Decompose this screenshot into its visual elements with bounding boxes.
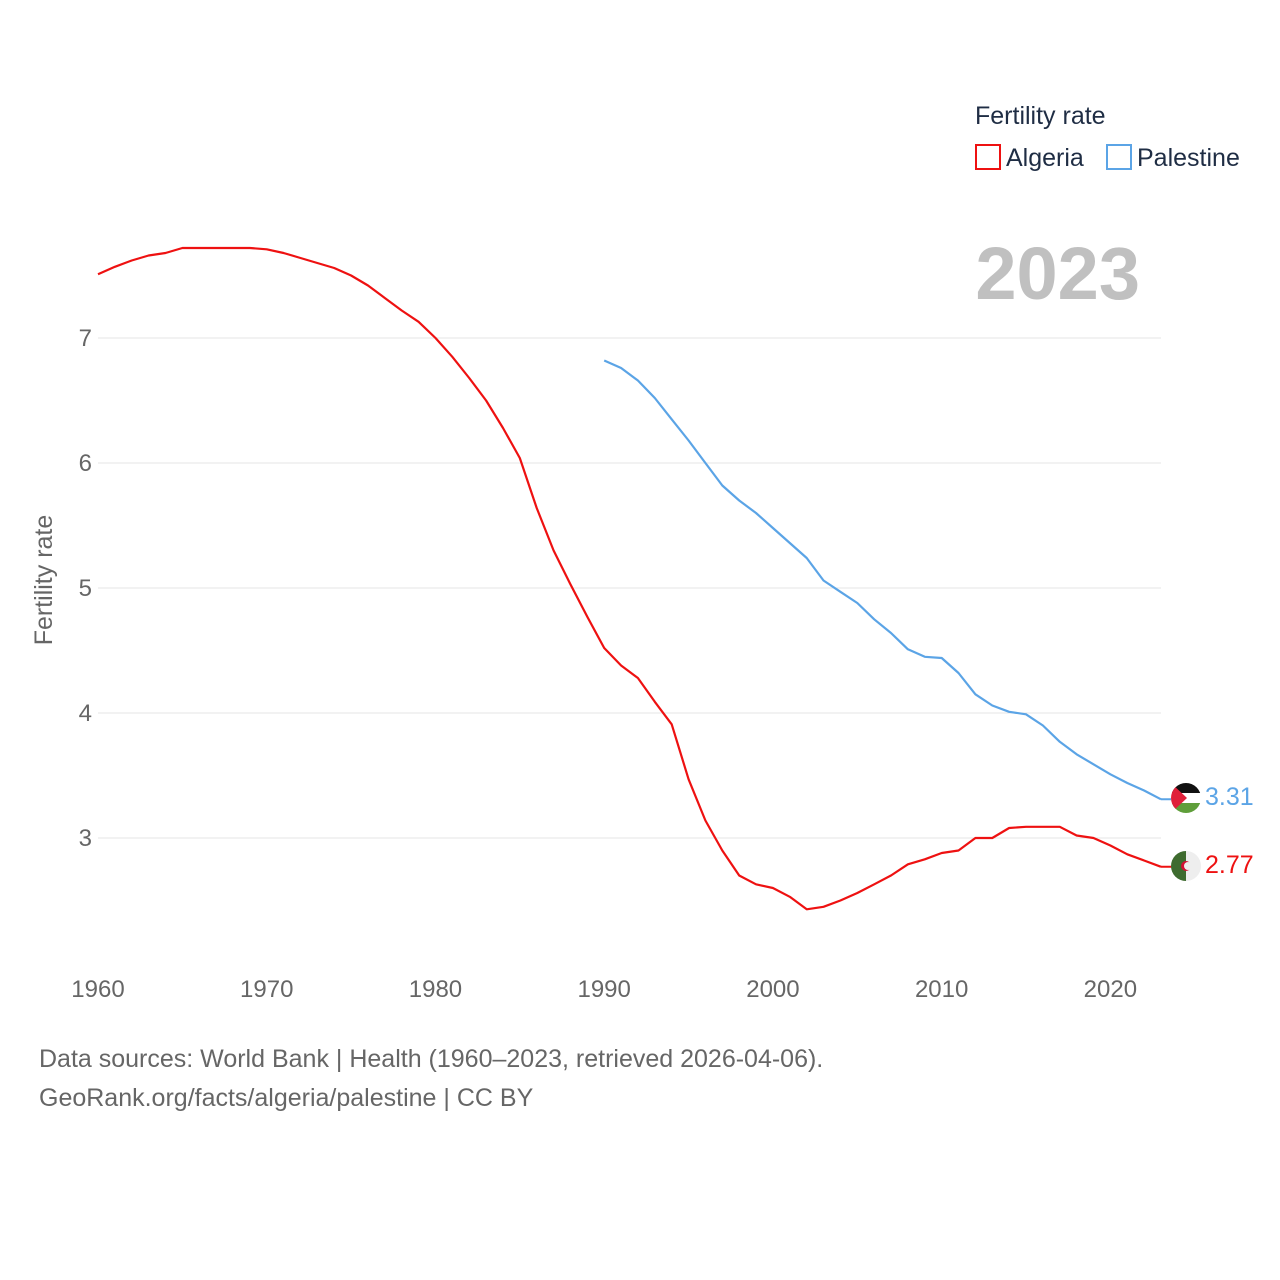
source-line-1: Data sources: World Bank | Health (1960–…	[39, 1045, 824, 1073]
y-axis-ticks: 3 4 5 6 7	[79, 325, 92, 852]
x-tick-label: 2020	[1084, 976, 1137, 1003]
y-tick-label: 3	[79, 825, 92, 852]
current-year-label: 2023	[975, 232, 1140, 315]
end-label-algeria: 2.77	[1205, 851, 1254, 879]
x-axis-ticks: 1960 1970 1980 1990 2000 2010 2020	[71, 976, 1137, 1003]
palestine-flag-icon	[1171, 783, 1201, 813]
series-lines	[97, 246, 1172, 911]
x-tick-label: 2000	[746, 976, 799, 1003]
y-tick-label: 5	[79, 575, 92, 602]
y-axis-title: Fertility rate	[30, 515, 58, 646]
x-tick-label: 1970	[240, 976, 293, 1003]
legend-title: Fertility rate	[975, 102, 1106, 130]
y-tick-label: 6	[79, 450, 92, 477]
x-tick-label: 1960	[71, 976, 124, 1003]
grid-lines	[98, 337, 1161, 839]
x-tick-label: 1980	[409, 976, 462, 1003]
legend-swatch-palestine[interactable]	[1106, 144, 1132, 170]
legend-label-algeria[interactable]: Algeria	[1006, 144, 1084, 172]
series-line-algeria[interactable]	[97, 246, 1162, 911]
legend: Fertility rate Algeria Palestine	[975, 102, 1240, 172]
x-tick-label: 2010	[915, 976, 968, 1003]
source-link[interactable]: GeoRank.org/facts/algeria/palestine | CC…	[39, 1084, 534, 1112]
legend-label-palestine[interactable]: Palestine	[1137, 144, 1240, 172]
end-label-palestine: 3.31	[1205, 783, 1254, 811]
y-tick-label: 7	[79, 325, 92, 352]
series-line-palestine[interactable]	[603, 359, 1162, 801]
legend-swatch-algeria[interactable]	[975, 144, 1001, 170]
y-tick-label: 4	[79, 700, 92, 727]
x-tick-label: 1990	[577, 976, 630, 1003]
algeria-flag-icon	[1171, 851, 1201, 881]
